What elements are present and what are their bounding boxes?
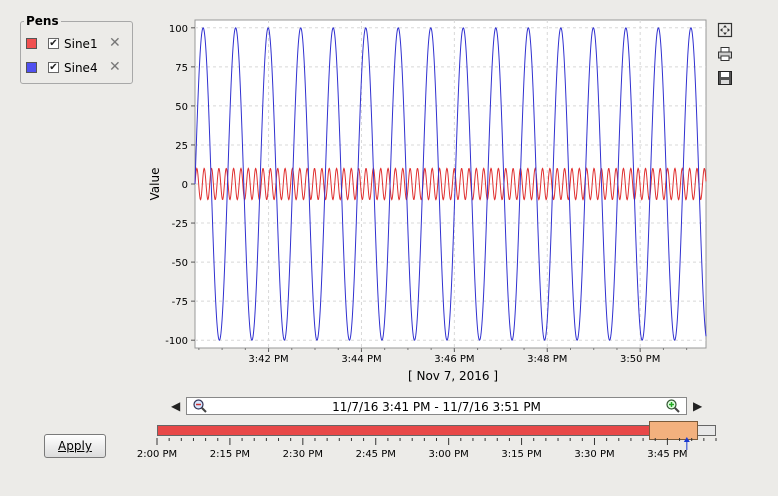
timeline-label: 3:00 PM [428, 449, 469, 460]
remove-pen-icon[interactable]: ✕ [109, 35, 121, 51]
pen-row-sine1[interactable]: ✔ Sine1 ✕ [26, 35, 126, 52]
y-tick-label: -100 [165, 336, 188, 347]
remove-pen-icon[interactable]: ✕ [109, 59, 121, 75]
timeline-label: 3:45 PM [647, 449, 688, 460]
y-tick-label: -50 [172, 258, 188, 269]
y-axis-label: Value [148, 168, 162, 201]
y-tick-label: 0 [182, 180, 188, 191]
fit-icon[interactable] [717, 22, 733, 38]
timeline-label: 2:45 PM [355, 449, 396, 460]
date-range-text: 11/7/16 3:41 PM - 11/7/16 3:51 PM [332, 400, 541, 414]
pen-color-swatch[interactable] [26, 62, 37, 73]
series-line-sine1 [194, 167, 707, 201]
series-line-sine4 [194, 27, 707, 341]
pen-visible-checkbox[interactable]: ✔ [48, 38, 59, 49]
timeline-label: 2:15 PM [209, 449, 251, 460]
pen-label: Sine1 [64, 37, 98, 51]
timeline-label: 3:30 PM [574, 449, 615, 460]
pens-title: Pens [24, 14, 61, 28]
timeline-label: 2:30 PM [282, 449, 323, 460]
x-axis-label: [ Nov 7, 2016 ] [408, 369, 498, 383]
date-range-field[interactable]: 11/7/16 3:41 PM - 11/7/16 3:51 PM [186, 397, 687, 415]
next-range-button[interactable]: ▶ [693, 399, 703, 413]
timeline-label: 3:15 PM [501, 449, 542, 460]
pen-visible-checkbox[interactable]: ✔ [48, 62, 59, 73]
timeline-label: 2:00 PM [136, 449, 178, 460]
print-icon[interactable] [717, 46, 733, 62]
x-axis: 3:42 PM 3:44 PM 3:46 PM 3:48 PM 3:50 PM [198, 348, 688, 365]
x-tick-label: 3:42 PM [248, 354, 288, 365]
y-tick-label: 50 [175, 102, 188, 113]
x-tick-label: 3:50 PM [620, 354, 660, 365]
pens-panel [20, 21, 133, 84]
y-tick-label: -25 [172, 219, 188, 230]
zoom-in-icon[interactable] [666, 399, 680, 413]
pen-row-sine4[interactable]: ✔ Sine4 ✕ [26, 59, 126, 76]
y-tick-label: 75 [175, 63, 188, 74]
y-tick-label: -75 [172, 297, 188, 308]
x-tick-label: 3:48 PM [527, 354, 567, 365]
pen-label: Sine4 [64, 61, 98, 75]
x-tick-label: 3:46 PM [434, 354, 474, 365]
pen-color-swatch[interactable] [26, 38, 37, 49]
zoom-out-icon[interactable] [193, 399, 207, 413]
timeline-data-fill [158, 426, 669, 435]
timeline-ticks [156, 437, 717, 450]
y-axis: 100 75 50 25 0 -25 -50 -75 -100 [165, 24, 195, 347]
timeline-selection-window[interactable] [648, 421, 698, 440]
series-lines [194, 27, 707, 341]
save-icon[interactable] [717, 70, 733, 86]
y-tick-label: 25 [175, 141, 188, 152]
apply-button[interactable]: Apply [44, 434, 106, 458]
current-time-marker [683, 437, 690, 442]
y-tick-label: 100 [169, 24, 188, 35]
x-tick-label: 3:44 PM [341, 354, 381, 365]
previous-range-button[interactable]: ◀ [171, 399, 181, 413]
timeline-track[interactable] [157, 421, 716, 440]
apply-button-label: Apply [58, 439, 92, 453]
